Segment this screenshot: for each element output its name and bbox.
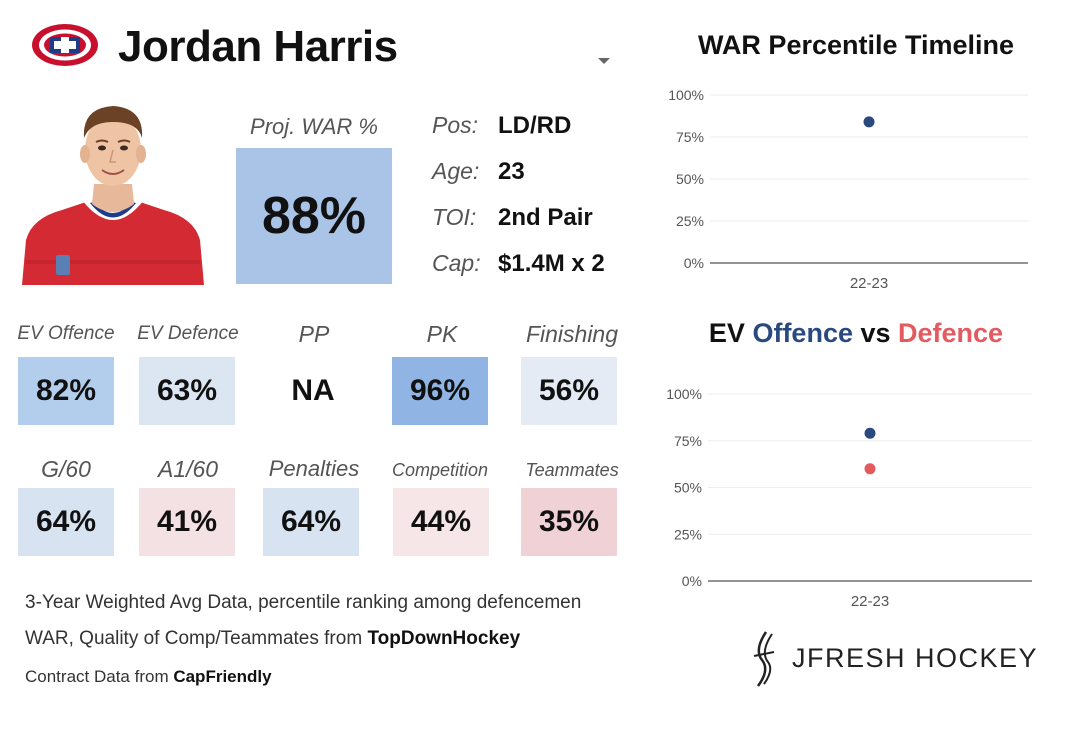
- info-key-toi: TOI:: [432, 204, 477, 230]
- stat-label-teammates: Teammates: [525, 460, 619, 480]
- data-point-defence: [864, 463, 876, 475]
- y-tick-label: 75%: [674, 433, 702, 449]
- info-key-age: Age:: [432, 158, 480, 184]
- footer-note-data: 3-Year Weighted Avg Data, percentile ran…: [25, 592, 582, 613]
- info-key-cap: Cap:: [432, 250, 481, 276]
- footer-contract-source: CapFriendly: [173, 667, 272, 686]
- footer-note-war-source: WAR, Quality of Comp/Teammates from TopD…: [25, 628, 520, 650]
- stat-value-ev-defence: 63%: [139, 357, 235, 425]
- stat-value-finishing: 56%: [521, 357, 617, 425]
- title-part-defence: Defence: [898, 318, 1004, 348]
- stat-label-pp: PP: [298, 321, 330, 347]
- info-value-age: 23: [498, 158, 525, 185]
- stat-label-g60: G/60: [41, 456, 91, 482]
- stat-label-ev-defence: EV Defence: [137, 323, 239, 344]
- info-value-pos: LD/RD: [498, 112, 572, 139]
- stat-label-finishing: Finishing: [525, 321, 619, 347]
- stat-label-competition: Competition: [391, 460, 489, 480]
- ev-offence-defence-chart: 0% 25% 50% 75% 100% 22-23: [666, 386, 1032, 610]
- player-name: Jordan Harris: [118, 22, 398, 71]
- x-tick-label: 22-23: [851, 593, 889, 610]
- x-tick-label: 22-23: [850, 275, 888, 292]
- stat-label-pk: PK: [426, 321, 458, 347]
- y-tick-label: 100%: [668, 87, 704, 103]
- y-tick-label: 75%: [676, 129, 704, 145]
- info-value-cap: $1.4M x 2: [498, 250, 605, 277]
- footer-contract-prefix: Contract Data from: [25, 667, 174, 686]
- title-part-vs: vs: [852, 318, 899, 348]
- stat-value-competition: 44%: [393, 488, 489, 556]
- proj-war-value: 88%: [236, 148, 392, 284]
- brand-name: JFRESH HOCKEY: [792, 643, 1039, 673]
- footer-note-contract-source: Contract Data from CapFriendly: [25, 667, 272, 687]
- footer-war-prefix: WAR, Quality of Comp/Teammates from: [25, 628, 368, 649]
- footer-war-source: TopDownHockey: [367, 628, 521, 649]
- dropdown-caret-icon[interactable]: [598, 58, 610, 64]
- y-tick-label: 100%: [666, 386, 702, 402]
- stat-value-a160: 41%: [139, 488, 235, 556]
- info-value-toi: 2nd Pair: [498, 204, 593, 231]
- stat-value-ev-offence: 82%: [18, 357, 114, 425]
- chart-title-ev-offence-defence: EV Offence vs Defence: [660, 318, 1052, 349]
- stat-value-teammates: 35%: [521, 488, 617, 556]
- jfresh-logo-icon: [753, 631, 775, 687]
- y-tick-label: 25%: [676, 213, 704, 229]
- stat-value-g60: 64%: [18, 488, 114, 556]
- y-tick-label: 0%: [682, 573, 702, 589]
- data-point: [863, 116, 875, 128]
- war-timeline-chart: 0% 25% 50% 75% 100% 22-23: [668, 87, 1028, 292]
- y-tick-label: 50%: [674, 480, 702, 496]
- stat-value-pp: NA: [265, 357, 361, 425]
- stat-label-penalties: Penalties: [268, 456, 360, 481]
- stat-value-penalties: 64%: [263, 488, 359, 556]
- y-tick-label: 25%: [674, 526, 702, 542]
- canadiens-logo-icon: [32, 24, 98, 66]
- info-key-pos: Pos:: [432, 112, 479, 138]
- stat-value-pk: 96%: [392, 357, 488, 425]
- stat-label-ev-offence: EV Offence: [17, 323, 115, 344]
- chart-title-war-timeline: WAR Percentile Timeline: [697, 30, 1015, 60]
- y-tick-label: 0%: [684, 255, 704, 271]
- proj-war-label: Proj. WAR %: [250, 114, 378, 139]
- player-photo: [22, 106, 204, 285]
- title-part-ev: EV: [708, 318, 753, 348]
- y-tick-label: 50%: [676, 171, 704, 187]
- title-part-offence: Offence: [752, 318, 853, 348]
- data-point-offence: [864, 427, 876, 439]
- stat-label-a160: A1/60: [157, 456, 219, 482]
